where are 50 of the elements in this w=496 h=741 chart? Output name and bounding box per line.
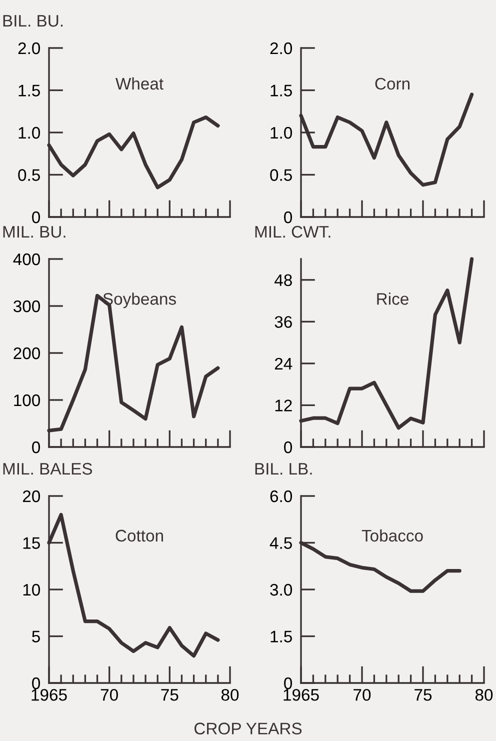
y-tick-label: 4.5: [270, 537, 292, 549]
text: Rice: [377, 292, 408, 305]
text: Cotton: [116, 530, 163, 542]
y-tick-label: 200: [14, 347, 40, 360]
y-tick-label: 0.5: [270, 169, 292, 181]
x-tick-label: 80: [475, 688, 493, 701]
y-tick-label: 12: [275, 400, 292, 412]
y-tick-label: 0.5: [18, 169, 40, 181]
y-tick-label: 6.0: [270, 490, 292, 502]
x-tick-label: 80: [221, 688, 239, 701]
y-axis-title: MIL. BALES: [3, 462, 92, 475]
y-tick-label: 48: [274, 274, 292, 286]
y-axis-title: BIL. BU.: [3, 15, 63, 27]
y-tick-label: 15: [23, 537, 40, 549]
x-axis-title: CROP YEARS: [194, 722, 302, 734]
y-tick-label: 20: [22, 490, 40, 502]
x-tick-label: 70: [100, 688, 118, 701]
y-tick-label: 36: [274, 316, 292, 328]
x-tick-label: 1965: [32, 688, 67, 701]
y-tick-label: 1.0: [18, 126, 40, 139]
x-tick-label: 70: [354, 688, 371, 701]
y-tick-label: 1.5: [270, 84, 292, 96]
y-tick-label: 0: [32, 677, 40, 690]
text: Tobacco: [362, 529, 423, 542]
y-tick-label: 0: [284, 211, 292, 224]
y-tick-label: 0: [32, 441, 40, 454]
x-tick-label: 75: [161, 689, 178, 701]
y-tick-label: 1.5: [18, 84, 40, 96]
y-tick-label: 2.0: [18, 42, 40, 54]
y-tick-label: 0: [284, 677, 292, 690]
y-tick-label: 1.0: [270, 126, 292, 139]
y-tick-label: 1.5: [270, 630, 292, 642]
y-tick-label: 0: [284, 441, 292, 454]
y-axis-title: BIL. LB.: [255, 463, 312, 475]
x-tick-label: 75: [414, 689, 432, 701]
y-tick-label: 3.0: [270, 584, 292, 596]
y-tick-label: 100: [14, 394, 40, 406]
text: Corn: [375, 78, 410, 90]
text: Wheat: [115, 77, 164, 90]
y-axis-title: MIL. CWT.: [255, 226, 330, 238]
y-tick-label: 400: [13, 253, 40, 266]
y-tick-label: 300: [13, 300, 40, 312]
y-tick-label: 0: [32, 211, 40, 224]
y-tick-label: 2.0: [270, 42, 292, 54]
y-tick-label: 24: [274, 358, 292, 370]
x-tick-label: 1965: [284, 688, 319, 701]
y-axis-title: MIL. BU.: [3, 226, 66, 238]
y-tick-label: 10: [23, 584, 40, 596]
text: Soybeans: [103, 292, 176, 308]
y-tick-label: 5: [32, 630, 40, 642]
